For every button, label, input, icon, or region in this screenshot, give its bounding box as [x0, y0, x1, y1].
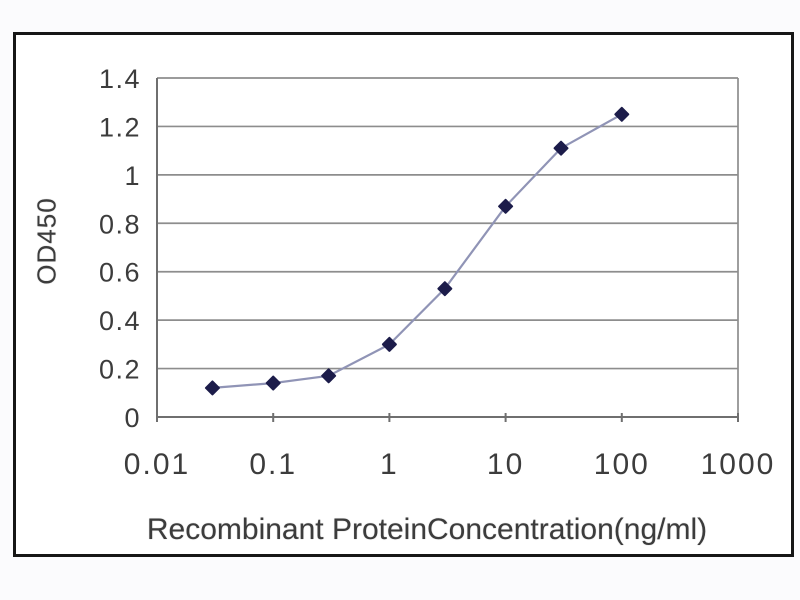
y-axis-title: OD450	[31, 197, 62, 285]
chart-frame	[13, 32, 794, 557]
x-axis-title: Recombinant ProteinConcentration(ng/ml)	[146, 513, 708, 546]
